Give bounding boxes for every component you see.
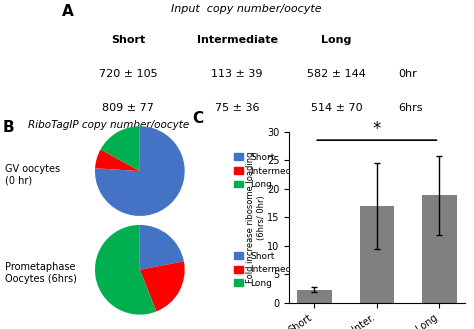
Text: 582 ± 144: 582 ± 144 xyxy=(307,69,366,79)
Text: Prometaphase
Oocytes (6hrs): Prometaphase Oocytes (6hrs) xyxy=(5,262,77,284)
Text: 113 ± 39: 113 ± 39 xyxy=(211,69,263,79)
Legend: Short, Intermediate, Long: Short, Intermediate, Long xyxy=(230,149,312,193)
Text: 809 ± 77: 809 ± 77 xyxy=(102,103,154,113)
Text: C: C xyxy=(192,111,204,126)
Bar xyxy=(360,206,394,303)
Text: 75 ± 36: 75 ± 36 xyxy=(215,103,259,113)
Bar xyxy=(297,290,331,303)
Text: RiboTagIP copy number/oocyte: RiboTagIP copy number/oocyte xyxy=(28,120,190,130)
Bar xyxy=(422,195,456,303)
Wedge shape xyxy=(95,225,156,315)
Text: 0hr: 0hr xyxy=(398,69,417,79)
Text: B: B xyxy=(3,120,15,136)
Wedge shape xyxy=(100,126,140,171)
Y-axis label: Fold increase ribosome loading
(6hrs/ 0hr): Fold increase ribosome loading (6hrs/ 0h… xyxy=(246,151,265,283)
Text: A: A xyxy=(62,4,73,19)
Legend: Short, Intermediate, Long: Short, Intermediate, Long xyxy=(230,248,312,291)
Text: Short: Short xyxy=(111,35,145,45)
Text: 6hrs: 6hrs xyxy=(398,103,423,113)
Wedge shape xyxy=(140,261,185,312)
Text: *: * xyxy=(373,120,381,138)
Text: Long: Long xyxy=(321,35,352,45)
Wedge shape xyxy=(140,225,184,270)
Text: GV oocytes
(0 hr): GV oocytes (0 hr) xyxy=(5,164,60,185)
Text: Input  copy number/oocyte: Input copy number/oocyte xyxy=(171,4,322,14)
Wedge shape xyxy=(95,126,185,216)
Text: Intermediate: Intermediate xyxy=(197,35,277,45)
Wedge shape xyxy=(95,149,140,171)
Text: 720 ± 105: 720 ± 105 xyxy=(99,69,157,79)
Text: 514 ± 70: 514 ± 70 xyxy=(311,103,362,113)
